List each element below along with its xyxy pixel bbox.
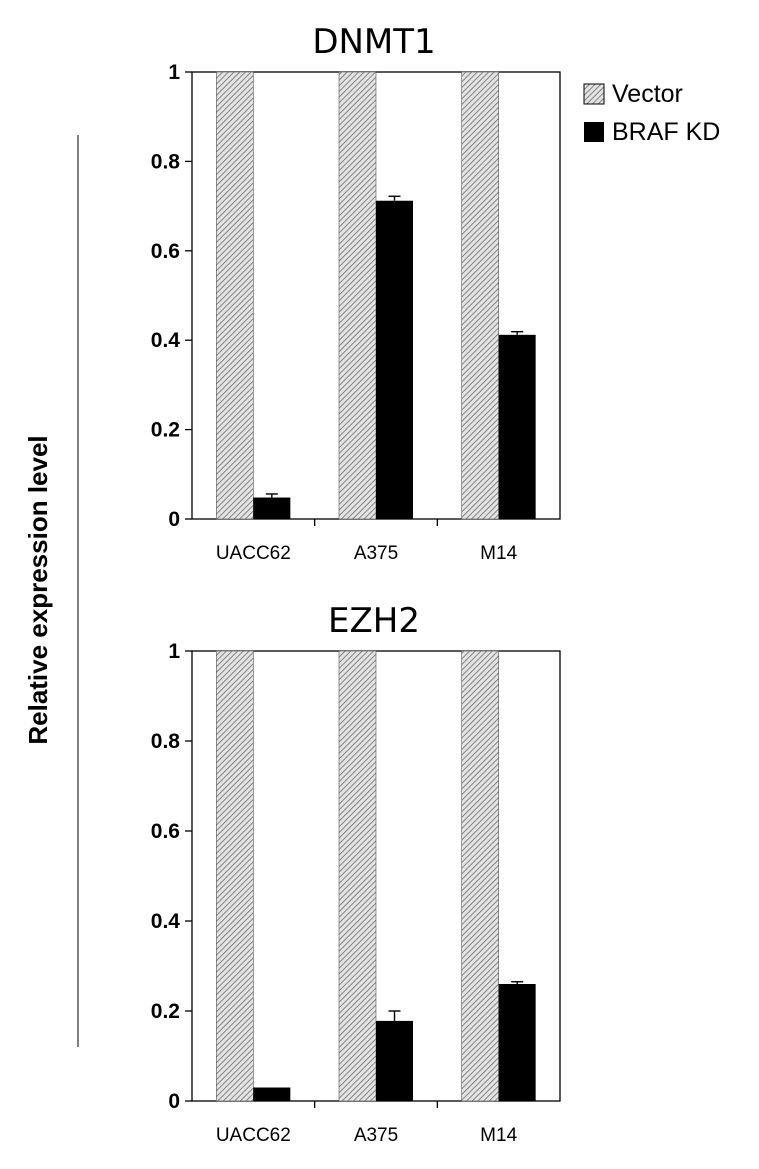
y-tick-label: 1 bbox=[168, 61, 180, 84]
bar-braf-kd-a375 bbox=[376, 200, 413, 519]
x-tick-label: UACC62 bbox=[216, 543, 291, 564]
chart-title: DNMT1 bbox=[312, 22, 435, 62]
x-tick-label: A375 bbox=[354, 543, 398, 564]
bar-braf-kd-a375 bbox=[376, 1020, 413, 1101]
bar-braf-kd-uacc62 bbox=[253, 1087, 291, 1101]
legend-swatch-vector bbox=[583, 83, 605, 105]
y-axis-label: Relative expression level bbox=[23, 435, 53, 744]
bars bbox=[216, 650, 536, 1102]
legend: Vector BRAF KD bbox=[583, 80, 720, 146]
y-tick-label: 0.8 bbox=[151, 730, 181, 753]
y-axis: 0 0.2 0.4 0.6 0.8 1 bbox=[151, 61, 192, 531]
legend-label-vector: Vector bbox=[612, 80, 683, 108]
bar-vector-m14 bbox=[461, 71, 499, 520]
y-tick-label: 1 bbox=[168, 640, 180, 663]
y-tick-label: 0.6 bbox=[151, 240, 180, 263]
y-tick-label: 0.2 bbox=[151, 1000, 180, 1023]
x-axis: UACC62 A375 M14 bbox=[216, 1101, 518, 1146]
bar-vector-a375 bbox=[338, 71, 377, 520]
y-axis: 0 0.2 0.4 0.6 0.8 1 bbox=[151, 640, 192, 1113]
chart-title: EZH2 bbox=[328, 601, 420, 641]
x-tick-label: M14 bbox=[480, 1125, 517, 1146]
legend-label-braf-kd: BRAF KD bbox=[612, 118, 720, 146]
y-tick-label: 0.6 bbox=[151, 820, 180, 843]
bars bbox=[216, 71, 536, 520]
y-tick-label: 0.4 bbox=[151, 910, 181, 933]
bar-braf-kd-m14 bbox=[498, 334, 536, 519]
y-tick-label: 0 bbox=[168, 508, 180, 531]
bar-braf-kd-uacc62 bbox=[253, 497, 291, 519]
bar-vector-a375 bbox=[338, 650, 377, 1102]
chart-dnmt1: DNMT1 0 0.2 0.4 0.6 0.8 1 UACC62 A375 M14 bbox=[151, 22, 561, 564]
bar-vector-uacc62 bbox=[216, 650, 254, 1102]
bar-braf-kd-m14 bbox=[498, 984, 536, 1101]
x-tick-label: UACC62 bbox=[216, 1125, 291, 1146]
y-tick-label: 0 bbox=[168, 1090, 180, 1113]
y-tick-label: 0.8 bbox=[151, 150, 181, 173]
y-tick-label: 0.4 bbox=[151, 329, 181, 352]
x-axis: UACC62 A375 M14 bbox=[216, 519, 518, 564]
y-tick-label: 0.2 bbox=[151, 419, 180, 442]
legend-swatch-braf-kd bbox=[584, 122, 604, 142]
x-tick-label: M14 bbox=[480, 543, 517, 564]
bar-vector-uacc62 bbox=[216, 71, 254, 520]
chart-ezh2: EZH2 0 0.2 0.4 0.6 0.8 1 UACC62 A375 M14 bbox=[151, 601, 561, 1146]
x-tick-label: A375 bbox=[354, 1125, 398, 1146]
bar-vector-m14 bbox=[461, 650, 499, 1102]
